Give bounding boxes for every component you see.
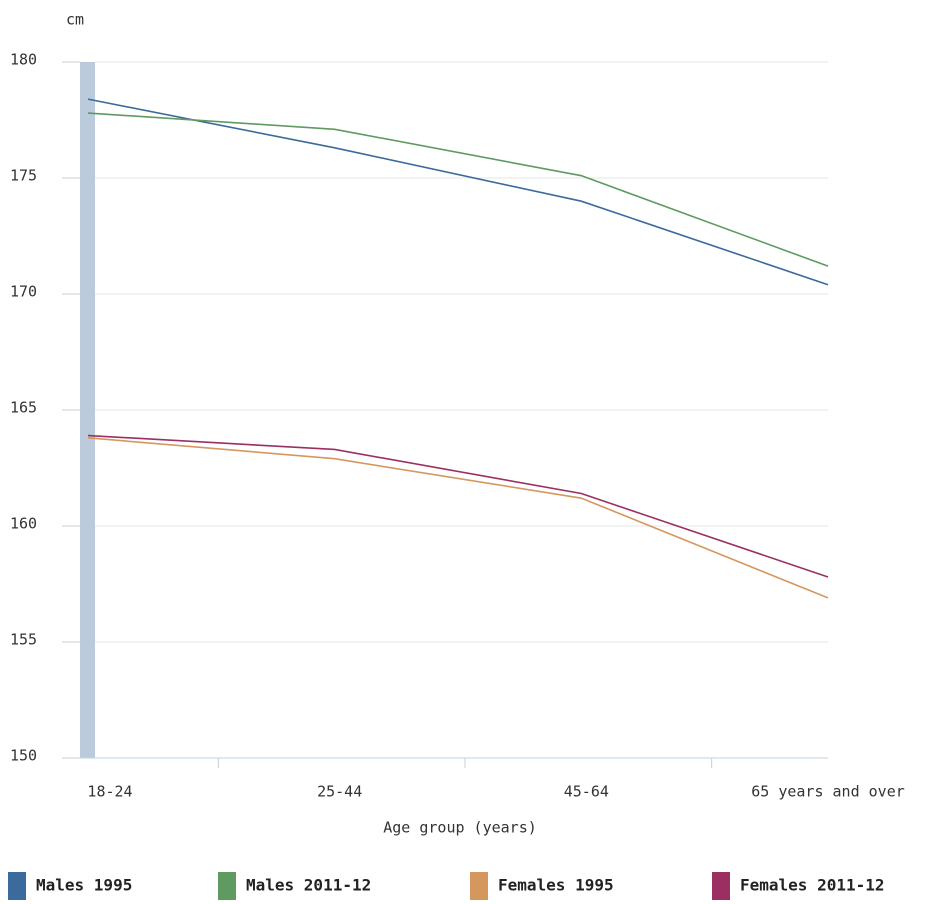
x-tick-label: 65 years and over: [751, 783, 905, 801]
legend-swatch: [712, 872, 730, 900]
y-tick-label: 155: [10, 631, 37, 649]
x-tick-label: 45-64: [564, 783, 609, 801]
y-tick-label: 180: [10, 51, 37, 69]
y-tick-label: 165: [10, 399, 37, 417]
series-line: [87, 437, 829, 599]
x-tick-label: 18-24: [87, 783, 132, 801]
legend-label: Females 1995: [498, 876, 614, 895]
y-tick-label: 175: [10, 167, 37, 185]
series-line: [87, 112, 829, 267]
legend-swatch: [218, 872, 236, 900]
legend-swatch: [8, 872, 26, 900]
x-tick-label: 25-44: [317, 783, 362, 801]
axis-band: [80, 62, 95, 758]
series-line: [87, 434, 829, 578]
legend-label: Males 2011-12: [246, 876, 371, 895]
y-axis-label: cm: [66, 11, 84, 29]
y-tick-label: 160: [10, 515, 37, 533]
legend-label: Males 1995: [36, 876, 132, 895]
y-tick-label: 170: [10, 283, 37, 301]
y-tick-label: 150: [10, 747, 37, 765]
series-line: [87, 98, 829, 286]
x-axis-label: Age group (years): [383, 819, 537, 837]
legend-swatch: [470, 872, 488, 900]
legend: Males 1995 Males 2011-12 Females 1995 Femal…: [8, 872, 885, 900]
legend-label: Females 2011-12: [740, 876, 885, 895]
